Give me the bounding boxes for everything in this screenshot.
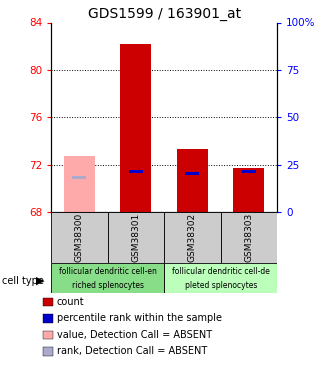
Text: value, Detection Call = ABSENT: value, Detection Call = ABSENT (57, 330, 212, 340)
Bar (51, 212, 108, 262)
Bar (177, 149, 208, 212)
Text: GSM38302: GSM38302 (188, 213, 197, 262)
Title: GDS1599 / 163901_at: GDS1599 / 163901_at (87, 8, 241, 21)
Text: ▶: ▶ (36, 276, 44, 285)
Bar (72, 176, 86, 179)
Bar (51, 262, 164, 293)
Text: cell type: cell type (2, 276, 44, 285)
Text: pleted splenocytes: pleted splenocytes (184, 281, 257, 290)
Text: follicular dendritic cell-de: follicular dendritic cell-de (172, 267, 270, 276)
Bar (108, 212, 164, 262)
Text: percentile rank within the sample: percentile rank within the sample (57, 314, 222, 323)
Bar (221, 212, 277, 262)
Bar (64, 156, 95, 212)
Bar (129, 170, 143, 173)
Bar (233, 168, 264, 212)
Text: GSM38301: GSM38301 (131, 213, 141, 262)
Bar (242, 170, 256, 173)
Text: count: count (57, 297, 84, 307)
Bar (164, 262, 277, 293)
Text: GSM38303: GSM38303 (245, 213, 253, 262)
Text: riched splenocytes: riched splenocytes (72, 281, 144, 290)
Text: rank, Detection Call = ABSENT: rank, Detection Call = ABSENT (57, 346, 207, 356)
Bar (120, 44, 151, 212)
Text: GSM38300: GSM38300 (75, 213, 84, 262)
Bar (164, 212, 221, 262)
Text: follicular dendritic cell-en: follicular dendritic cell-en (59, 267, 157, 276)
Bar (185, 172, 200, 175)
